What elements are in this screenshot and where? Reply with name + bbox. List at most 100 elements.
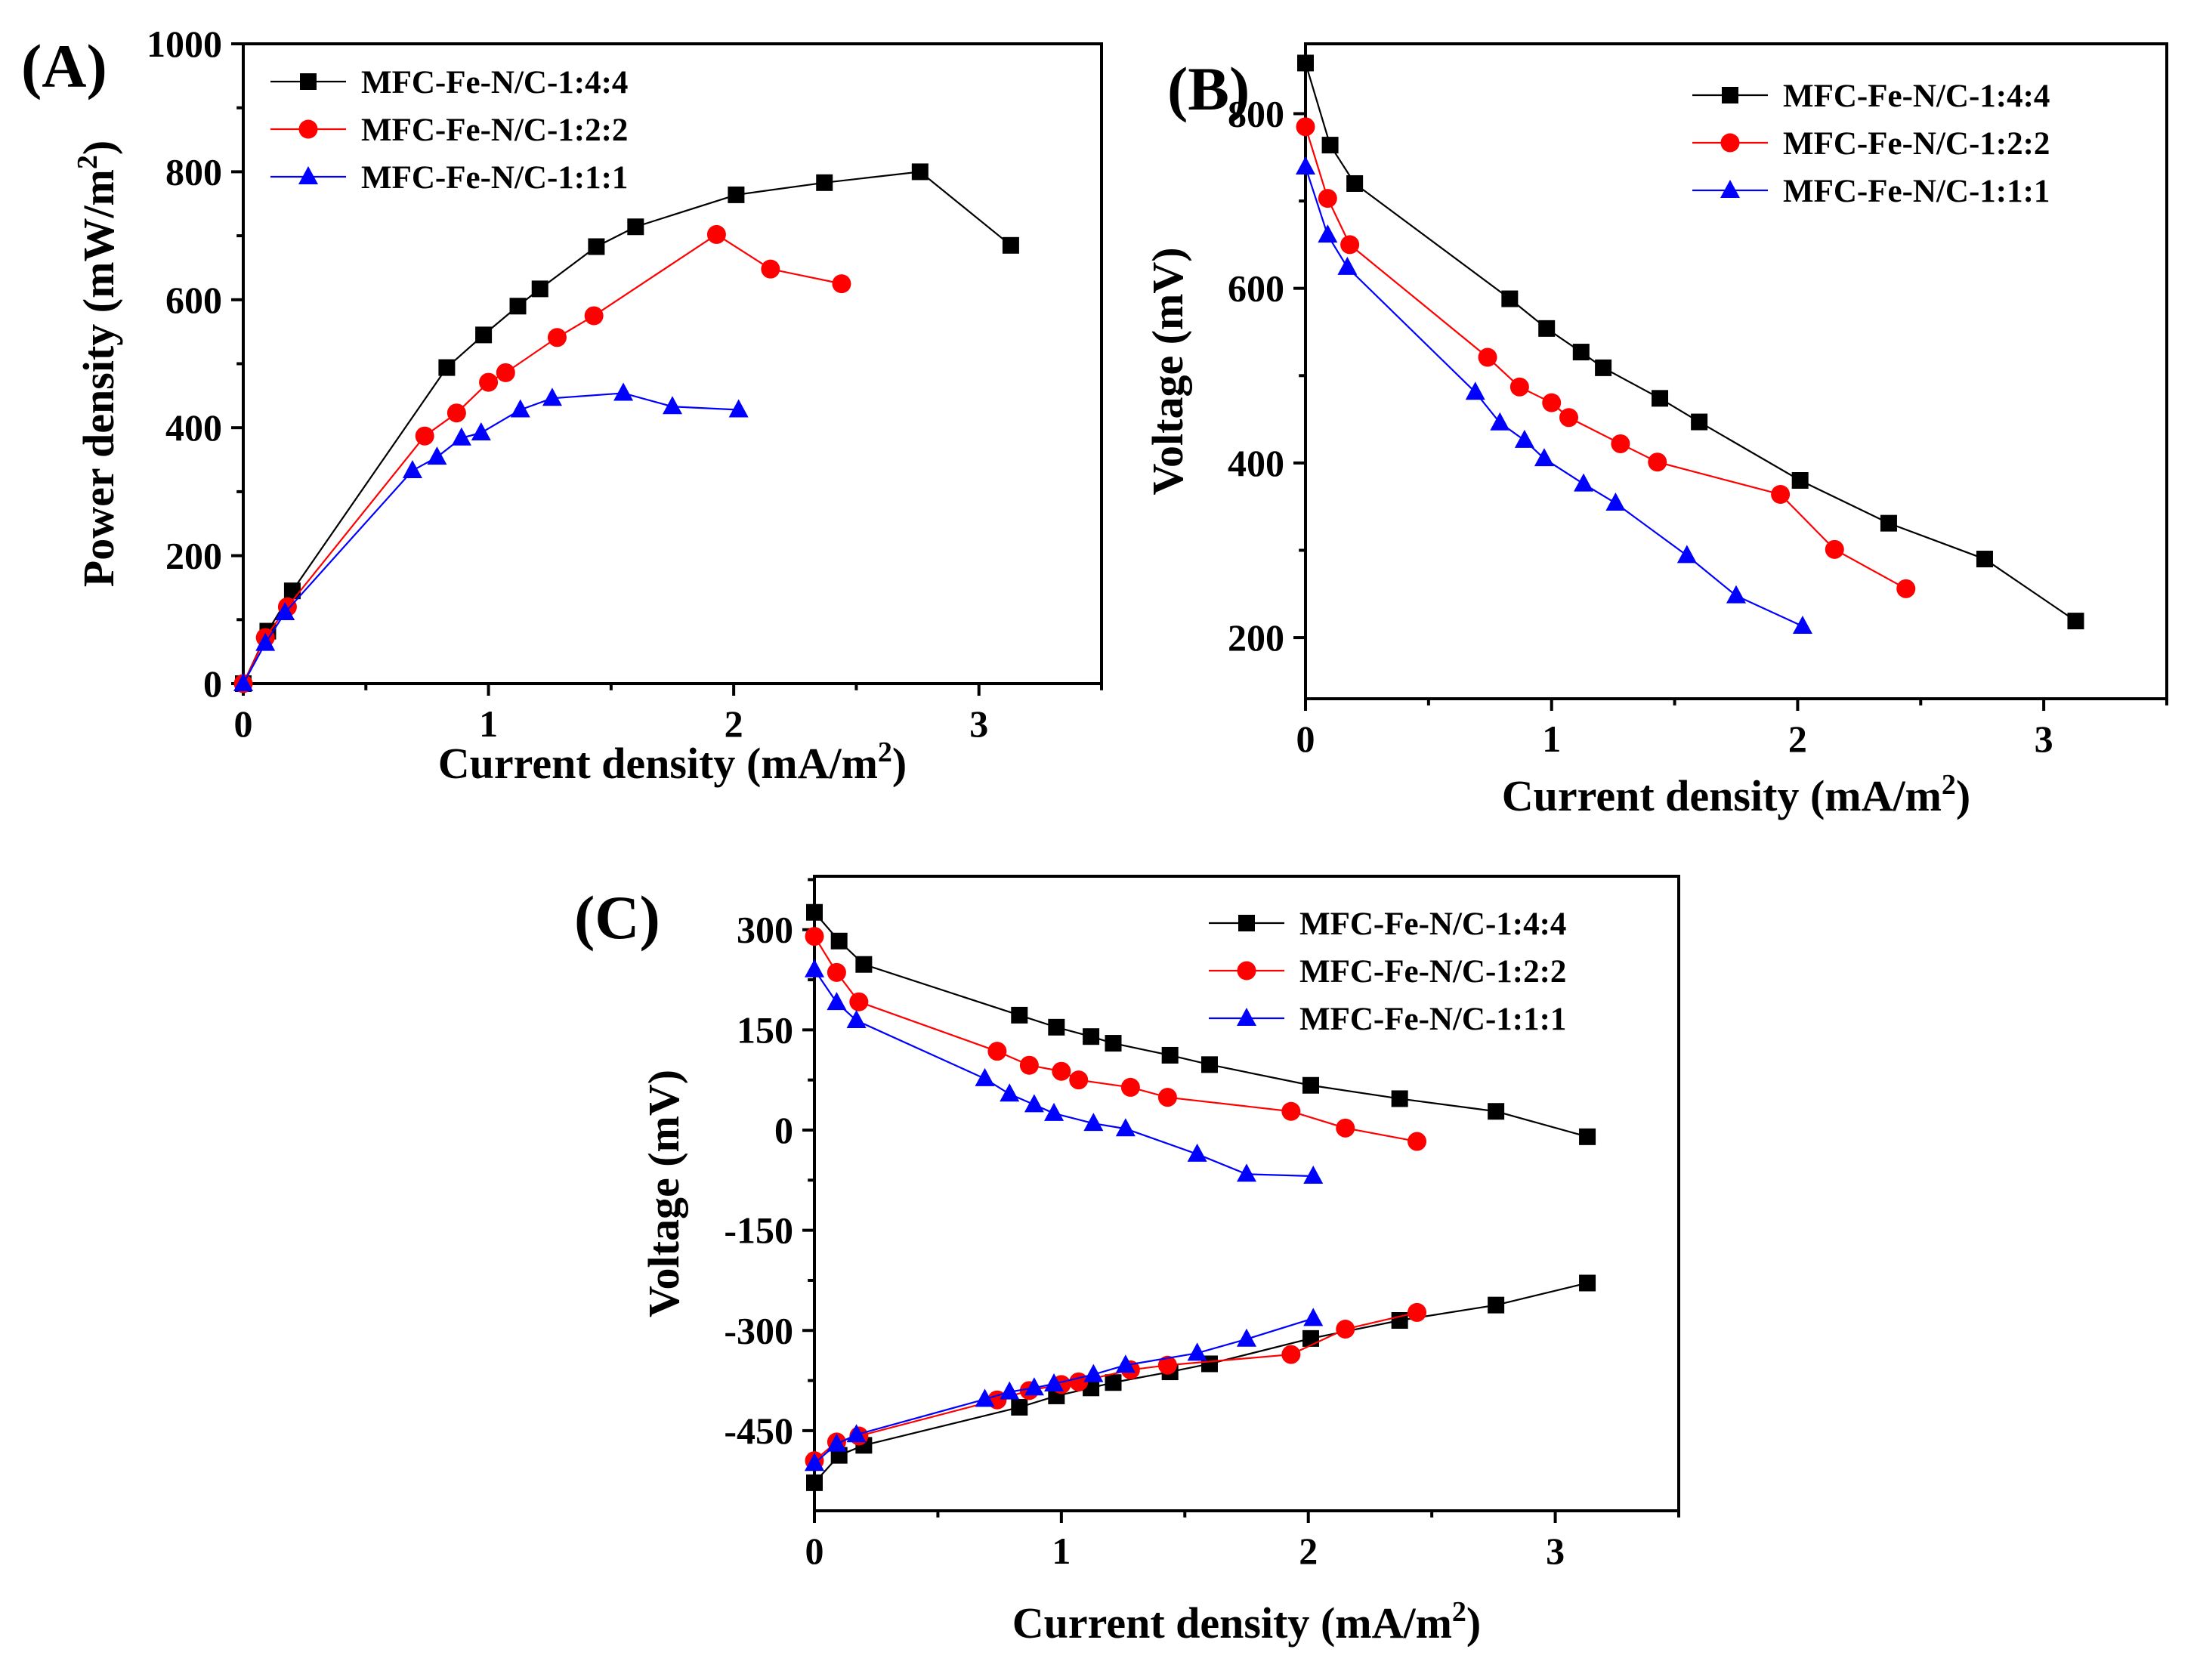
data-point (911, 163, 929, 181)
x-tick-label: 2 (1788, 718, 1807, 760)
data-point (1652, 390, 1669, 407)
data-point (1115, 1118, 1136, 1137)
data-point (1611, 434, 1630, 453)
series-line (243, 392, 739, 684)
data-point (1302, 1329, 1319, 1347)
data-point (542, 388, 562, 406)
x-tick-label: 3 (2035, 718, 2053, 760)
data-point (255, 632, 276, 651)
series-MFC-Fe-N/C-1:1:1-cathode (805, 959, 1324, 1184)
data-point (1052, 1061, 1071, 1081)
data-point (496, 363, 515, 382)
series-MFC-Fe-N/C-1:4:4 (235, 163, 1019, 692)
y-tick-label: 400 (165, 406, 222, 449)
data-point (1509, 377, 1529, 397)
data-point (1595, 359, 1612, 376)
series-line (243, 171, 1012, 684)
data-point (663, 396, 682, 415)
data-point (1337, 256, 1358, 275)
data-point (1083, 1113, 1104, 1132)
legend-marker (1720, 180, 1740, 198)
data-point (531, 280, 548, 298)
data-point (1302, 1076, 1319, 1094)
data-point (1579, 1274, 1596, 1292)
data-point (475, 326, 493, 344)
data-point (987, 1042, 1007, 1061)
x-tick-label: 0 (805, 1530, 824, 1572)
x-axis-label: Current density (mA/m2) (438, 737, 907, 788)
legend-label: MFC-Fe-N/C-1:2:2 (361, 113, 628, 148)
data-point (805, 927, 824, 947)
data-point (975, 1067, 995, 1086)
data-point (471, 422, 491, 440)
data-point (1490, 412, 1510, 431)
legend-label: MFC-Fe-N/C-1:1:1 (1299, 1002, 1566, 1037)
data-point (1069, 1070, 1089, 1090)
data-point (806, 903, 823, 921)
data-point (975, 1388, 995, 1407)
data-point (1579, 1128, 1596, 1145)
y-tick-label: 800 (1228, 92, 1284, 134)
series-line (243, 233, 842, 684)
y-tick-label: 300 (737, 909, 793, 951)
data-point (1318, 189, 1337, 208)
legend: MFC-Fe-N/C-1:4:4 MFC-Fe-N/C-1:2:2 MFC-Fe-N… (1692, 79, 2050, 209)
data-point (588, 238, 605, 255)
data-point (1574, 473, 1594, 492)
y-tick-label: 800 (165, 150, 222, 193)
x-tick-label: 3 (969, 703, 988, 745)
data-point (1488, 1103, 1505, 1120)
legend: MFC-Fe-N/C-1:4:4 MFC-Fe-N/C-1:2:2 MFC-Fe-N… (270, 65, 628, 196)
data-point (1044, 1102, 1065, 1121)
data-point (1000, 1381, 1020, 1400)
plot-frame (813, 875, 1680, 1512)
data-point (1083, 1363, 1104, 1382)
y-tick-label: 200 (165, 535, 222, 577)
y-tick-label: 0 (774, 1109, 793, 1151)
x-axis-label: Current density (mA/m2) (1502, 769, 1970, 820)
panel-label: (B) (1167, 54, 1250, 123)
data-point (1024, 1094, 1044, 1113)
data-point (1187, 1342, 1207, 1361)
x-tick-label: 2 (725, 703, 743, 745)
data-point (1771, 484, 1791, 504)
data-point (1880, 514, 1897, 532)
y-tick-label: 0 (203, 662, 222, 705)
series-MFC-Fe-N/C-1:2:2 (1296, 117, 1916, 598)
data-point (1391, 1090, 1408, 1107)
data-point (805, 959, 824, 977)
data-point (827, 962, 846, 982)
data-point (1408, 1302, 1427, 1322)
data-point (806, 1474, 823, 1491)
y-tick-label: -450 (724, 1410, 793, 1452)
data-point (479, 372, 499, 392)
data-point (1024, 1377, 1044, 1396)
data-point (1237, 1163, 1256, 1182)
data-point (827, 992, 847, 1011)
x-tick-label: 0 (1296, 718, 1315, 760)
data-point (1044, 1373, 1065, 1391)
data-point (1105, 1035, 1122, 1052)
data-point (728, 399, 749, 418)
x-tick-label: 3 (1546, 1530, 1565, 1572)
data-point (547, 328, 567, 347)
data-point (832, 274, 851, 294)
data-point (1321, 137, 1339, 154)
data-point (283, 582, 301, 600)
y-axis-label: Voltage (mV) (1143, 247, 1192, 495)
legend-label: MFC-Fe-N/C-1:1:1 (361, 160, 628, 196)
data-point (1726, 585, 1746, 604)
data-point (827, 1433, 847, 1452)
legend-label: MFC-Fe-N/C-1:1:1 (1783, 174, 2050, 209)
data-point (1011, 1006, 1028, 1024)
data-point (846, 1424, 867, 1443)
data-point (1976, 551, 1993, 568)
data-point (451, 427, 471, 446)
legend-label: MFC-Fe-N/C-1:2:2 (1299, 954, 1566, 990)
legend-marker (1237, 961, 1256, 981)
data-point (1002, 236, 1019, 254)
y-tick-label: 600 (165, 279, 222, 321)
data-point (1200, 1056, 1218, 1073)
data-point (1187, 1143, 1207, 1162)
